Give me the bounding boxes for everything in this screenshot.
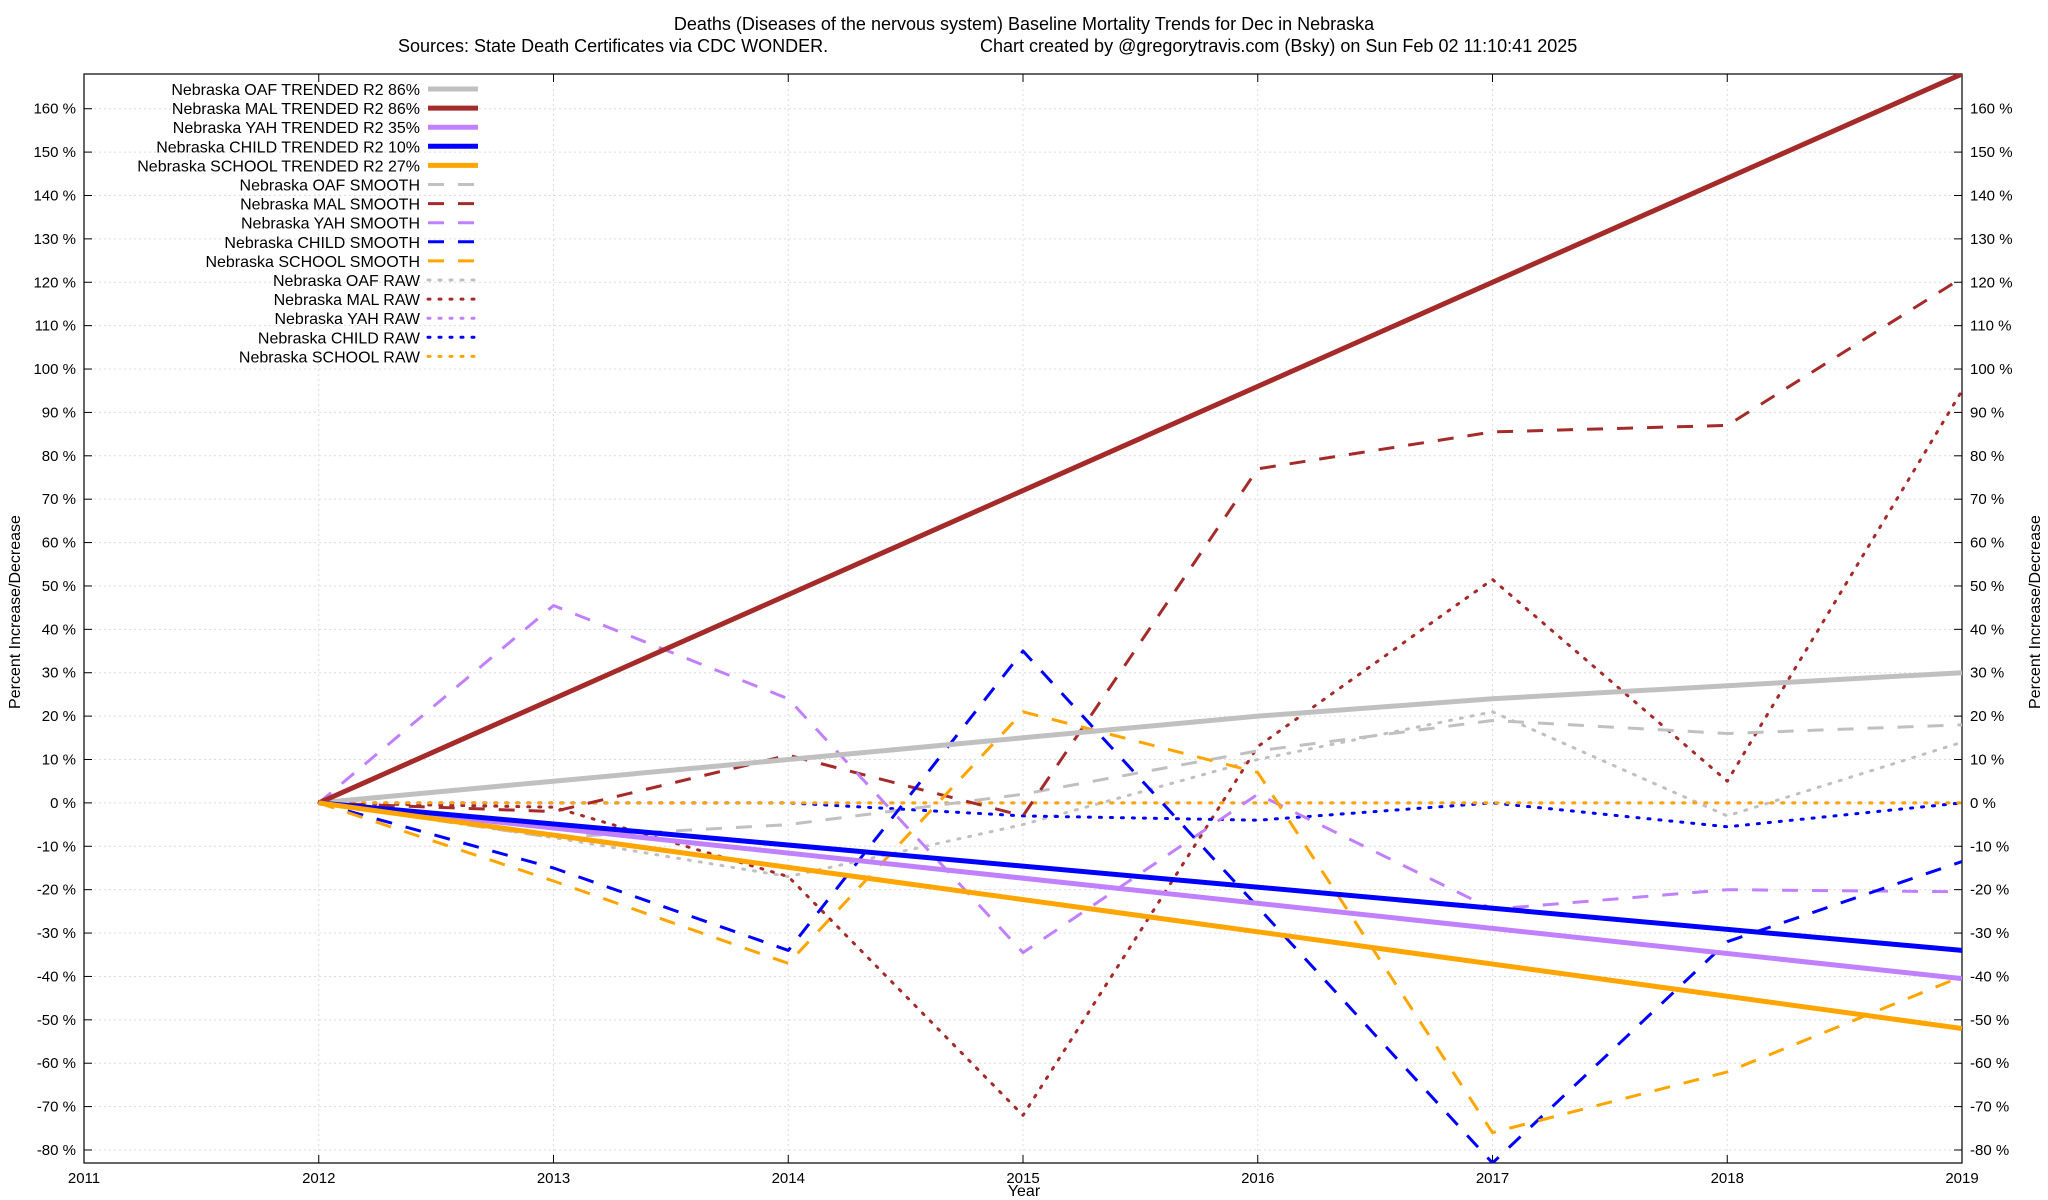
y-tick-label-left: 90 % — [42, 404, 76, 421]
y-tick-label-right: -70 % — [1970, 1099, 2009, 1116]
legend-label: Nebraska MAL SMOOTH — [240, 197, 420, 214]
legend-label: Nebraska MAL RAW — [274, 292, 421, 309]
y-tick-label-right: 10 % — [1970, 752, 2004, 769]
x-tick-label: 2015 — [1006, 1170, 1039, 1187]
y-tick-label-right: -50 % — [1970, 1012, 2009, 1029]
y-tick-label-left: 20 % — [42, 708, 76, 725]
y-tick-label-right: 100 % — [1970, 361, 2013, 378]
y-tick-label-right: -20 % — [1970, 882, 2009, 899]
y-tick-label-left: 140 % — [33, 187, 76, 204]
grid — [83, 74, 1963, 1163]
y-tick-label-left: 100 % — [33, 361, 76, 378]
legend-label: Nebraska YAH RAW — [274, 311, 420, 328]
legend-label: Nebraska OAF SMOOTH — [240, 178, 420, 195]
plot-border — [83, 73, 1963, 1164]
y-tick-label-left: 0 % — [50, 795, 76, 812]
series-line-6 — [318, 719, 1962, 840]
y-tick-label-left: -70 % — [37, 1099, 76, 1116]
y-tick-label-left: 130 % — [33, 231, 76, 248]
y-tick-label-right: -60 % — [1970, 1055, 2009, 1072]
legend-label: Nebraska OAF TRENDED R2 86% — [171, 82, 420, 99]
y-tick-label-right: 90 % — [1970, 404, 2004, 421]
series-line-3 — [318, 800, 1962, 982]
series-line-5 — [318, 800, 1962, 1031]
y-tick-label-right: 70 % — [1970, 491, 2004, 508]
y-tick-label-left: 10 % — [42, 752, 76, 769]
series-line-7 — [318, 276, 1962, 818]
y-tick-label-right: 60 % — [1970, 535, 2004, 552]
legend: Nebraska OAF TRENDED R2 86% Nebraska MAL … — [137, 82, 480, 366]
legend-label: Nebraska SCHOOL SMOOTH — [205, 254, 420, 271]
y-tick-label-right: 120 % — [1970, 274, 2013, 291]
y-tick-label-left: 160 % — [33, 101, 76, 118]
x-axis-label: Year — [1008, 1183, 1041, 1200]
series-line-12 — [317, 389, 1962, 1117]
legend-label: Nebraska MAL TRENDED R2 86% — [172, 101, 420, 118]
y-tick-label-left: -40 % — [37, 968, 76, 985]
y-axis-label-left: Percent Increase/Decrease — [7, 515, 24, 709]
legend-label: Nebraska CHILD SMOOTH — [224, 235, 420, 252]
series-line-4 — [318, 800, 1962, 953]
y-tick-label-left: -30 % — [37, 925, 76, 942]
chart-sources: Sources: State Death Certificates via CD… — [398, 36, 828, 56]
y-axis-label-right: Percent Increase/Decrease — [2027, 515, 2044, 709]
series-lines — [317, 74, 1962, 1163]
y-tick-label-left: -60 % — [37, 1055, 76, 1072]
y-tick-label-right: 20 % — [1970, 708, 2004, 725]
y-tick-label-right: 110 % — [1970, 318, 2011, 335]
y-tick-label-left: 150 % — [33, 144, 76, 161]
legend-label: Nebraska CHILD TRENDED R2 10% — [156, 139, 420, 156]
y-tick-label-left: 30 % — [42, 665, 76, 682]
legend-label: Nebraska SCHOOL RAW — [239, 349, 421, 366]
legend-label: Nebraska OAF RAW — [273, 273, 421, 290]
y-tick-label-left: 120 % — [33, 274, 76, 291]
y-tick-label-left: 50 % — [42, 578, 76, 595]
y-tick-label-right: 150 % — [1970, 144, 2013, 161]
y-tick-label-left: -50 % — [37, 1012, 76, 1029]
y-tick-label-right: 0 % — [1970, 795, 1996, 812]
x-tick-label: 2014 — [772, 1170, 805, 1187]
chart-credit: Chart created by @gregorytravis.com (Bsk… — [980, 36, 1577, 56]
x-tick-label: 2012 — [302, 1170, 335, 1187]
x-tick-label: 2019 — [1945, 1170, 1978, 1187]
y-tick-label-right: 80 % — [1970, 448, 2004, 465]
y-tick-label-left: 110 % — [35, 318, 76, 335]
y-tick-label-left: -20 % — [37, 882, 76, 899]
y-tick-label-right: -30 % — [1970, 925, 2009, 942]
y-tick-label-left: -10 % — [37, 838, 76, 855]
y-tick-label-right: -10 % — [1970, 838, 2009, 855]
y-tick-label-left: -80 % — [37, 1142, 76, 1159]
y-tick-label-left: 40 % — [42, 621, 76, 638]
series-line-10 — [318, 710, 1962, 1135]
y-tick-label-right: 50 % — [1970, 578, 2004, 595]
y-tick-label-right: -80 % — [1970, 1142, 2009, 1159]
y-tick-label-left: 60 % — [42, 535, 76, 552]
legend-label: Nebraska YAH TRENDED R2 35% — [173, 120, 420, 137]
y-tick-label-left: 80 % — [42, 448, 76, 465]
legend-label: Nebraska CHILD RAW — [258, 330, 421, 347]
series-line-9 — [318, 649, 1962, 1163]
y-tick-label-right: 140 % — [1970, 187, 2013, 204]
x-tick-label: 2017 — [1476, 1170, 1509, 1187]
x-tick-label: 2016 — [1241, 1170, 1274, 1187]
series-line-2 — [317, 74, 1962, 806]
y-tick-label-right: 160 % — [1970, 101, 2013, 118]
axes: 2011 2012 2013 2014 2015 2016 2017 2018 2019 -80 … — [33, 73, 2013, 1187]
y-tick-label-right: 130 % — [1970, 231, 2013, 248]
series-line-1 — [318, 670, 1962, 806]
x-tick-label: 2013 — [537, 1170, 570, 1187]
x-tick-label: 2018 — [1711, 1170, 1744, 1187]
y-tick-label-left: 70 % — [42, 491, 76, 508]
x-tick-label: 2011 — [68, 1170, 100, 1187]
y-tick-label-right: 30 % — [1970, 665, 2004, 682]
series-line-11 — [317, 710, 1962, 879]
legend-label: Nebraska YAH SMOOTH — [241, 216, 420, 233]
legend-label: Nebraska SCHOOL TRENDED R2 27% — [137, 158, 420, 175]
y-tick-label-right: -40 % — [1970, 968, 2009, 985]
y-tick-label-right: 40 % — [1970, 621, 2004, 638]
chart-title: Deaths (Diseases of the nervous system) … — [674, 14, 1375, 34]
